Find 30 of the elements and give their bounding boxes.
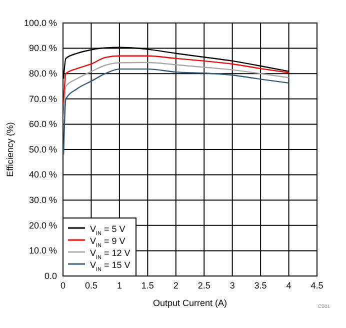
y-tick-label: 40.0 % bbox=[28, 170, 57, 180]
x-tick-label: 0 bbox=[60, 280, 66, 290]
legend-label: V$_{IN}$ = 5 V bbox=[90, 224, 126, 237]
x-tick-label: 2.5 bbox=[198, 280, 210, 290]
y-tick-label: 70.0 % bbox=[28, 94, 57, 104]
y-tick-label: 100.0 % bbox=[24, 18, 57, 28]
y-tick-label: 60.0 % bbox=[28, 119, 57, 130]
x-tick-label: 1 bbox=[116, 280, 122, 290]
x-tick-label: 4.5 bbox=[310, 280, 324, 290]
y-tick-label: 80.0 % bbox=[28, 68, 57, 78]
x-tick-label: 2 bbox=[173, 280, 178, 290]
x-tick-label: 3 bbox=[230, 280, 235, 290]
y-axis-title: Efficiency (%) bbox=[5, 122, 15, 177]
legend-label: V$_{IN}$ = 15 V bbox=[90, 260, 130, 273]
y-tick-label: 90.0 % bbox=[28, 43, 57, 54]
y-tick-label: 10.0 % bbox=[28, 246, 57, 256]
y-tick-label: 0.0 bbox=[44, 270, 57, 281]
legend-label: V$_{IN}$ = 12 V bbox=[90, 248, 130, 261]
x-tick-label: 0.5 bbox=[84, 280, 98, 290]
y-tick-label: 20.0 % bbox=[28, 220, 57, 230]
x-axis-title: Output Current (A) bbox=[152, 298, 228, 308]
y-tick-label: 30.0 % bbox=[28, 194, 57, 205]
line-series bbox=[62, 62, 290, 120]
x-tick-label: 1.5 bbox=[141, 280, 154, 290]
line-series bbox=[62, 55, 290, 105]
y-tick-label: 50.0 % bbox=[28, 144, 57, 154]
legend-label: V$_{IN}$ = 9 V bbox=[90, 236, 126, 249]
line-series bbox=[62, 68, 290, 156]
x-tick-label: 4 bbox=[286, 280, 292, 290]
x-tick-label: 3.5 bbox=[254, 280, 267, 290]
